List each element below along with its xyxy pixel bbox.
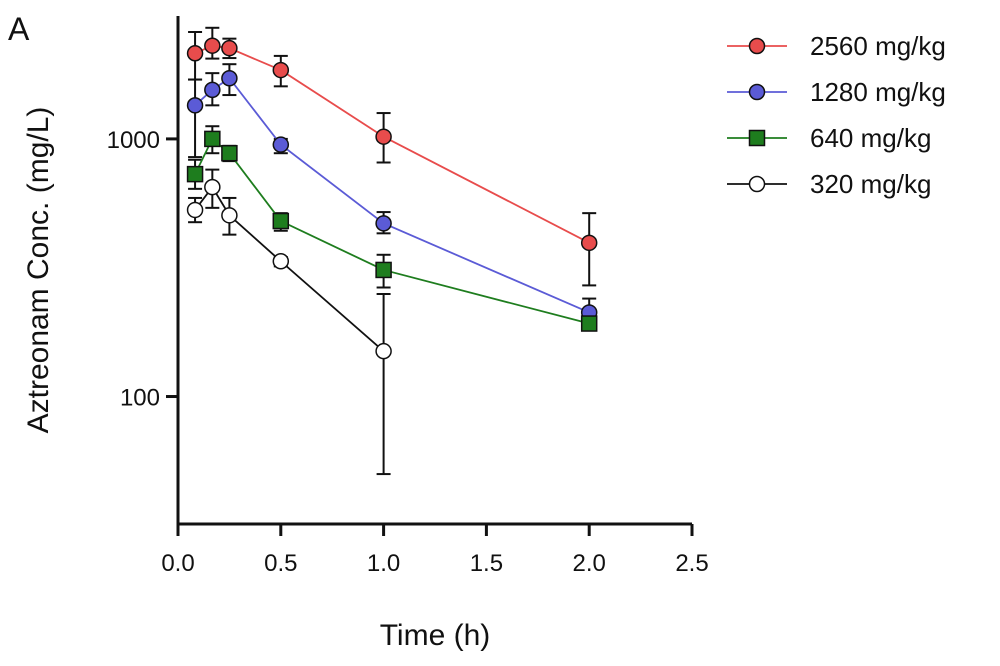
series-2560-mg-kg: [186, 26, 598, 287]
x-axis-ticks: 0.0 0.5 1.0 1.5 2.0 2.5: [161, 524, 709, 577]
series-line: [194, 77, 590, 314]
legend-swatch-marker: [748, 129, 766, 147]
data-point: [204, 178, 221, 196]
data-point: [186, 201, 204, 219]
legend-item-1280-mg-kg: 1280 mg/kg: [727, 77, 946, 107]
y-tick-label: 100: [120, 385, 160, 412]
x-tick-label: 2.5: [675, 550, 708, 577]
x-axis-title: Time (h): [380, 619, 491, 652]
data-point: [221, 207, 238, 224]
error-bar: [188, 78, 203, 159]
x-tick-label: 1.5: [470, 550, 503, 577]
legend-swatch-marker: [748, 37, 766, 55]
x-tick-label: 0.5: [264, 550, 297, 577]
series-layer: [186, 26, 598, 476]
series-640-mg-kg: [186, 125, 598, 332]
data-point: [580, 234, 598, 252]
legend: 2560 mg/kg 1280 mg/kg 640 mg/kg 320 mg/kg: [727, 31, 946, 199]
data-point: [375, 342, 392, 360]
data-point: [272, 61, 290, 79]
legend-label: 320 mg/kg: [810, 169, 931, 199]
data-point: [272, 136, 290, 153]
data-point: [204, 81, 221, 99]
series-line: [194, 137, 590, 325]
legend-swatch-marker: [748, 83, 766, 101]
data-point: [204, 130, 221, 148]
series-320-mg-kg: [186, 168, 392, 476]
y-axis-ticks: 100 1000: [107, 127, 178, 412]
series-line: [194, 44, 590, 244]
data-point: [186, 97, 204, 114]
legend-item-320-mg-kg: 320 mg/kg: [727, 169, 931, 199]
data-point: [221, 144, 238, 162]
data-point: [272, 253, 290, 270]
data-point: [221, 69, 238, 87]
data-point: [375, 128, 392, 145]
panel-label: A: [8, 11, 30, 47]
error-bar: [376, 293, 391, 476]
legend-label: 640 mg/kg: [810, 123, 931, 153]
data-point: [204, 37, 221, 54]
legend-swatch-marker: [748, 175, 766, 193]
y-axis-title: Aztreonam Conc. (mg/L): [22, 107, 55, 434]
legend-label: 1280 mg/kg: [810, 77, 946, 107]
legend-item-640-mg-kg: 640 mg/kg: [727, 123, 931, 153]
legend-item-2560-mg-kg: 2560 mg/kg: [727, 31, 946, 61]
y-tick-label: 1000: [107, 127, 160, 154]
data-point: [580, 315, 598, 332]
data-point: [375, 215, 392, 232]
legend-label: 2560 mg/kg: [810, 31, 946, 61]
data-point: [221, 39, 238, 57]
series-1280-mg-kg: [186, 63, 598, 327]
x-tick-label: 1.0: [367, 550, 400, 577]
x-tick-label: 0.0: [161, 550, 194, 577]
data-point: [375, 261, 392, 279]
data-point: [186, 45, 204, 62]
data-point: [272, 212, 290, 230]
x-tick-label: 2.0: [573, 550, 606, 577]
data-point: [186, 165, 204, 183]
